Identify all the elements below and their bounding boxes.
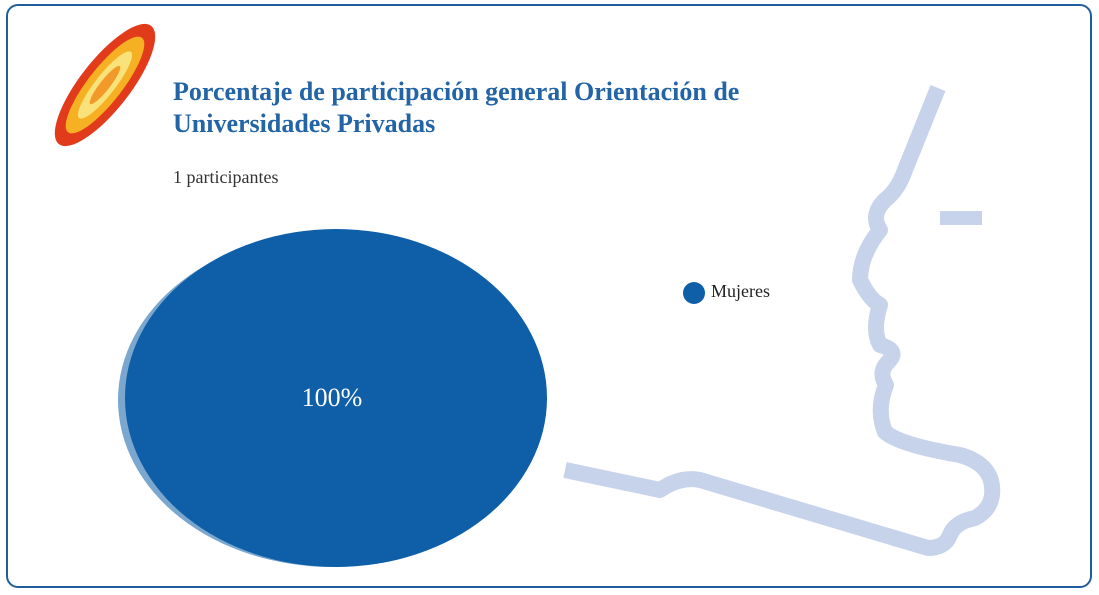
logo	[54, 23, 156, 147]
face-silhouette	[563, 85, 1001, 556]
pie-slice	[118, 233, 546, 567]
legend-marker	[683, 282, 705, 304]
legend-label: Mujeres	[711, 281, 770, 301]
data-label: 100%	[302, 383, 363, 412]
frame	[6, 4, 1092, 588]
chart-subtitle: 1 participantes	[173, 167, 279, 187]
chart-title: Porcentaje de participación general Orie…	[173, 77, 740, 138]
